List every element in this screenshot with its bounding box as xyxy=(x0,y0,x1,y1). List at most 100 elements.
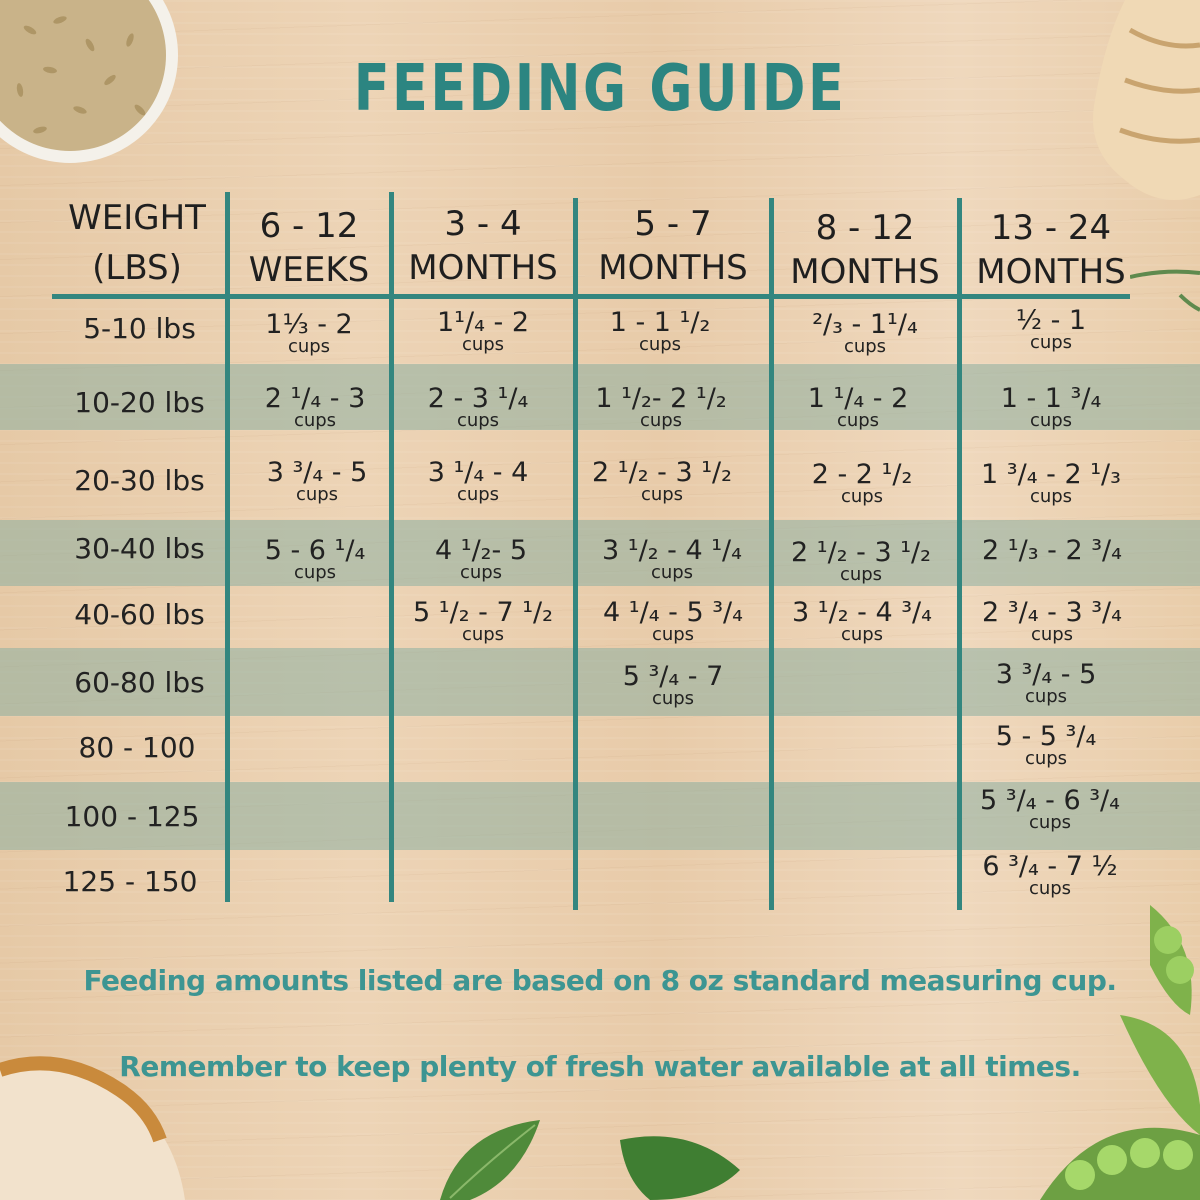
herb-sprig-image xyxy=(1130,269,1200,312)
amount-value: 5 ³/₄ - 7 xyxy=(622,661,724,692)
amount-cell: 3 ¹/₄ - 4 cups xyxy=(394,458,562,504)
header-13-24-months: 13 - 24 MONTHS xyxy=(962,206,1140,294)
amount-unit: cups xyxy=(839,564,883,585)
amount-value: ²/₃ - 1¹/₄ xyxy=(812,309,918,340)
amount-unit: cups xyxy=(840,486,884,507)
chicken-breast-image xyxy=(1093,0,1200,200)
amount-unit: cups xyxy=(461,624,505,645)
amount-value: 1 ¹/₂- 2 ¹/₂ xyxy=(595,383,727,414)
amount-cell: 1 ³/₄ - 2 ¹/₃ cups xyxy=(962,460,1140,506)
amount-value: 1 ¹/₄ - 2 xyxy=(807,383,909,414)
amount-value: 6 ³/₄ - 7 ½ xyxy=(982,851,1118,882)
amount-unit: cups xyxy=(840,624,884,645)
amount-cell: 3 ¹/₂ - 4 ¹/₄ cups xyxy=(578,536,766,582)
amount-cell: 1¹/₄ - 2 cups xyxy=(394,308,572,354)
amount-cell: 1⅓ - 2 cups xyxy=(230,310,388,356)
measuring-cup-note: Feeding amounts listed are based on 8 oz… xyxy=(83,964,1117,997)
amount-cell: 5 ¹/₂ - 7 ¹/₂ cups xyxy=(394,598,572,644)
row-band xyxy=(0,782,1200,850)
amount-cell: 5 ³/₄ - 6 ³/₄ cups xyxy=(962,786,1138,832)
row-band xyxy=(0,648,1200,716)
amount-value: 3 ³/₄ - 5 xyxy=(995,659,1097,690)
amount-cell: ²/₃ - 1¹/₄ cups xyxy=(774,310,956,356)
amount-cell: 5 - 6 ¹/₄ cups xyxy=(230,536,400,582)
weight-label: 20-30 lbs xyxy=(74,464,205,497)
header-line: MONTHS xyxy=(408,248,558,288)
amount-cell: 2 - 3 ¹/₄ cups xyxy=(394,384,562,430)
weight-label: 100 - 125 xyxy=(64,800,200,833)
amount-cell: 1 - 1 ¹/₂ cups xyxy=(578,308,742,354)
weight-label: 125 - 150 xyxy=(62,865,198,898)
amount-unit: cups xyxy=(639,410,683,431)
header-line: MONTHS xyxy=(598,248,748,288)
roasted-chicken-image xyxy=(0,1056,185,1200)
amount-value: 2 - 3 ¹/₄ xyxy=(427,383,529,414)
amount-unit: cups xyxy=(640,484,684,505)
header-line: 5 - 7 xyxy=(634,204,712,244)
column-divider xyxy=(389,192,394,902)
amount-cell: 2 ¹/₄ - 3 cups xyxy=(230,384,400,430)
amount-value: 1 - 1 ³/₄ xyxy=(1000,383,1102,414)
header-line: 3 - 4 xyxy=(444,204,522,244)
amount-unit: cups xyxy=(456,484,500,505)
amount-value: 5 ¹/₂ - 7 ¹/₂ xyxy=(413,597,553,628)
header-5-7-months: 5 - 7 MONTHS xyxy=(578,202,768,290)
weight-label: 10-20 lbs xyxy=(74,386,205,419)
amount-value: 2 ¹/₃ - 2 ³/₄ xyxy=(982,535,1122,566)
amount-value: 2 - 2 ¹/₂ xyxy=(811,459,913,490)
amount-value: 2 ³/₄ - 3 ³/₄ xyxy=(982,597,1122,628)
rice-bowl-image xyxy=(0,0,178,163)
header-line: WEEKS xyxy=(248,250,370,290)
column-divider xyxy=(225,192,230,902)
peas-image xyxy=(1040,905,1200,1200)
amount-cell: 1 ¹/₄ - 2 cups xyxy=(774,384,942,430)
header-line: MONTHS xyxy=(976,252,1126,292)
amount-unit: cups xyxy=(293,562,337,583)
amount-unit: cups xyxy=(651,624,695,645)
amount-unit: cups xyxy=(1029,410,1073,431)
header-line: WEIGHT xyxy=(68,198,206,238)
amount-unit: cups xyxy=(651,688,695,709)
amount-value: 1 - 1 ¹/₂ xyxy=(609,307,711,338)
weight-label: 60-80 lbs xyxy=(74,666,205,699)
amount-cell: 2 ¹/₃ - 2 ³/₄ xyxy=(962,535,1142,566)
weight-label: 5-10 lbs xyxy=(83,312,196,345)
header-line: 8 - 12 xyxy=(815,208,915,248)
amount-value: 3 ¹/₂ - 4 ³/₄ xyxy=(792,597,932,628)
amount-unit: cups xyxy=(1024,686,1068,707)
amount-unit: cups xyxy=(836,410,880,431)
amount-cell: 6 ³/₄ - 7 ½ cups xyxy=(962,852,1138,898)
amount-unit: cups xyxy=(638,334,682,355)
header-line: (LBS) xyxy=(92,248,182,288)
amount-value: 4 ¹/₂- 5 xyxy=(434,535,527,566)
amount-value: 1⅓ - 2 xyxy=(265,309,353,340)
header-3-4-months: 3 - 4 MONTHS xyxy=(394,202,572,290)
amount-cell: 3 ³/₄ - 5 cups xyxy=(962,660,1130,706)
amount-unit: cups xyxy=(295,484,339,505)
header-line: 13 - 24 xyxy=(990,208,1112,248)
amount-unit: cups xyxy=(1028,812,1072,833)
amount-value: 3 ³/₄ - 5 xyxy=(266,457,368,488)
amount-cell: 1 ¹/₂- 2 ¹/₂ cups xyxy=(578,384,744,430)
amount-unit: cups xyxy=(461,334,505,355)
amount-unit: cups xyxy=(1024,748,1068,769)
column-divider xyxy=(769,198,774,910)
column-divider xyxy=(573,198,578,910)
row-band xyxy=(0,364,1200,430)
header-6-12-weeks: 6 - 12 WEEKS xyxy=(230,204,388,292)
amount-cell: 4 ¹/₄ - 5 ³/₄ cups xyxy=(578,598,768,644)
header-line: MONTHS xyxy=(790,252,940,292)
amount-cell: 4 ¹/₂- 5 cups xyxy=(394,536,568,582)
amount-unit: cups xyxy=(1030,624,1074,645)
amount-value: ½ - 1 xyxy=(1015,305,1087,336)
amount-value: 3 ¹/₂ - 4 ¹/₄ xyxy=(602,535,742,566)
amount-cell: 2 ¹/₂ - 3 ¹/₂ cups xyxy=(578,458,746,504)
amount-unit: cups xyxy=(1029,486,1073,507)
amount-value: 3 ¹/₄ - 4 xyxy=(427,457,529,488)
amount-cell: 2 ¹/₂ - 3 ¹/₂ cups xyxy=(774,538,948,584)
spinach-leaf-image xyxy=(620,1136,740,1200)
amount-cell: 3 ³/₄ - 5 cups xyxy=(230,458,404,504)
amount-cell: 5 ³/₄ - 7 cups xyxy=(578,662,768,708)
amount-cell: 3 ¹/₂ - 4 ³/₄ cups xyxy=(774,598,950,644)
amount-unit: cups xyxy=(650,562,694,583)
